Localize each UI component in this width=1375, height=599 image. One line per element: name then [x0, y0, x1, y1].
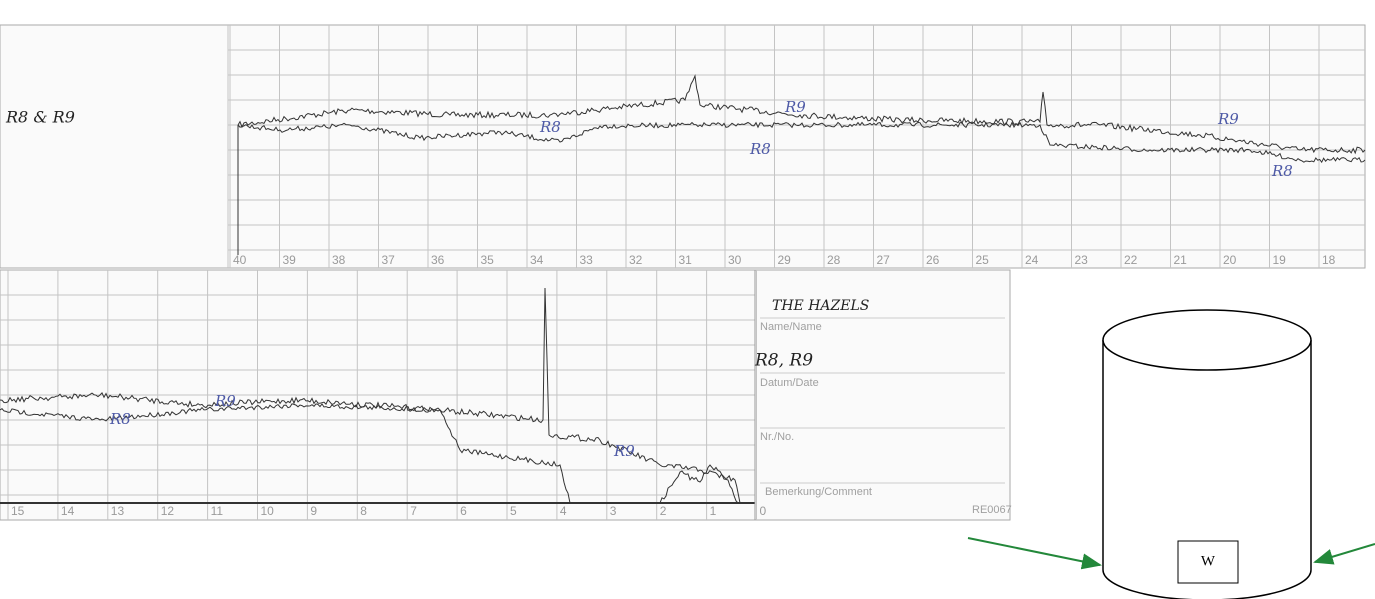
scale-label: 31 [679, 253, 693, 267]
scale-label: 5 [510, 504, 517, 518]
scale-label: 36 [431, 253, 445, 267]
scale-label: 15 [11, 504, 25, 518]
scale-label: 39 [283, 253, 297, 267]
scale-label: 22 [1124, 253, 1138, 267]
site-name: THE HAZELS [772, 298, 869, 314]
scale-label: 20 [1223, 253, 1237, 267]
trace-label: R8 [1271, 162, 1293, 180]
name-label: Name/Name [760, 321, 822, 333]
scale-label: 0 [760, 504, 767, 518]
top-strip [0, 25, 1365, 268]
scale-label: 3 [610, 504, 617, 518]
scale-label: 24 [1025, 253, 1039, 267]
scale-label: 18 [1322, 253, 1336, 267]
scale-label: 4 [560, 504, 567, 518]
scale-label: 14 [61, 504, 75, 518]
form-code: RE0067 [972, 504, 1012, 516]
page: 4039383736353433323130292827262524232221… [0, 0, 1375, 599]
scale-label: 29 [778, 253, 792, 267]
scale-label: 13 [111, 504, 125, 518]
cylinder-top [1103, 310, 1311, 370]
scale-label: 30 [728, 253, 742, 267]
scale-label: 11 [211, 504, 224, 518]
scale-label: 33 [580, 253, 594, 267]
scale-label: 7 [410, 504, 417, 518]
scale-label: 21 [1174, 253, 1188, 267]
number-label: Nr./No. [760, 431, 794, 443]
trace-label: R9 [613, 442, 635, 460]
date-label: Datum/Date [760, 377, 819, 389]
scale-label: 35 [481, 253, 495, 267]
trace-label: R9 [214, 392, 236, 410]
trace-label: R9 [784, 98, 806, 116]
scale-label: 40 [233, 253, 247, 267]
scale-label: 12 [161, 504, 175, 518]
arrow [1315, 544, 1375, 562]
scale-label: 37 [382, 253, 396, 267]
scale-label: 38 [332, 253, 346, 267]
scale-label: 6 [460, 504, 467, 518]
strip-note: R8 & R9 [5, 108, 75, 127]
scale-label: 25 [976, 253, 990, 267]
trace-label: R9 [1217, 110, 1239, 128]
scale-label: 1 [710, 504, 717, 518]
name-value: R8, R9 [754, 351, 813, 371]
scale-label: 8 [360, 504, 367, 518]
scale-label: 26 [926, 253, 940, 267]
scale-label: 34 [530, 253, 544, 267]
box-label: W [1201, 553, 1216, 569]
cylinder: W [1103, 310, 1311, 599]
scale-label: 32 [629, 253, 643, 267]
scale-label: 9 [310, 504, 317, 518]
scale-label: 10 [261, 504, 275, 518]
scale-label: 27 [877, 253, 891, 267]
trace-label: R8 [749, 140, 771, 158]
scale-label: 23 [1075, 253, 1089, 267]
comment-label: Bemerkung/Comment [765, 486, 872, 498]
scale-label: 28 [827, 253, 841, 267]
trace-label: R8 [539, 118, 561, 136]
trace-label: R8 [109, 410, 131, 428]
scale-label: 19 [1273, 253, 1287, 267]
arrow [968, 538, 1100, 565]
scale-label: 2 [660, 504, 667, 518]
